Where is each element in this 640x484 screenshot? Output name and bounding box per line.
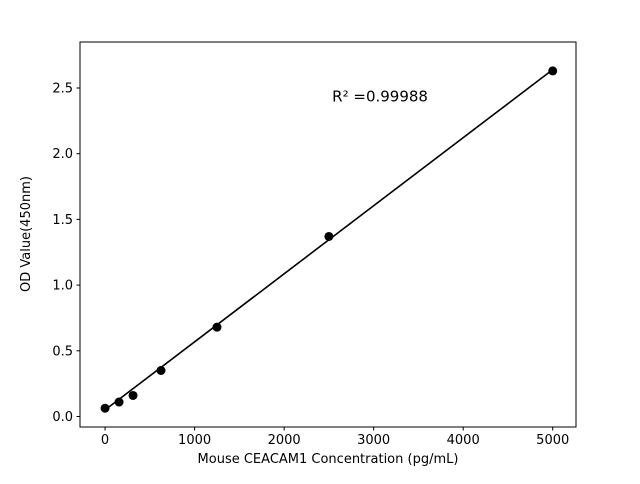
data-point (100, 403, 110, 413)
y-tick-label: 2.0 (52, 147, 73, 162)
y-axis-ticks: 0.0 0.5 1.0 1.5 2.0 2.5 (52, 81, 80, 425)
y-tick-label: 0.0 (52, 410, 73, 425)
x-axis-label: Mouse CEACAM1 Concentration (pg/mL) (198, 452, 459, 467)
data-point (156, 365, 166, 375)
y-tick-label: 1.0 (52, 279, 73, 294)
data-point (114, 397, 124, 407)
data-point (212, 322, 222, 332)
r-squared-annotation: R² =0.99988 (332, 87, 428, 105)
plot-area (79, 41, 577, 428)
x-tick-label: 5000 (536, 433, 569, 448)
data-point (548, 66, 558, 76)
x-tick-label: 4000 (447, 433, 480, 448)
x-axis-ticks: 0 1000 2000 3000 4000 5000 (101, 427, 569, 448)
x-tick-label: 3000 (357, 433, 390, 448)
data-point (128, 390, 138, 400)
y-tick-label: 0.5 (52, 344, 73, 359)
data-series (100, 66, 558, 413)
y-tick-label: 2.5 (52, 81, 73, 96)
x-tick-label: 0 (101, 433, 109, 448)
y-tick-label: 1.5 (52, 213, 73, 228)
x-tick-label: 2000 (268, 433, 301, 448)
x-tick-label: 1000 (178, 433, 211, 448)
data-point (324, 231, 334, 241)
y-axis-label: OD Value(450nm) (19, 176, 34, 292)
